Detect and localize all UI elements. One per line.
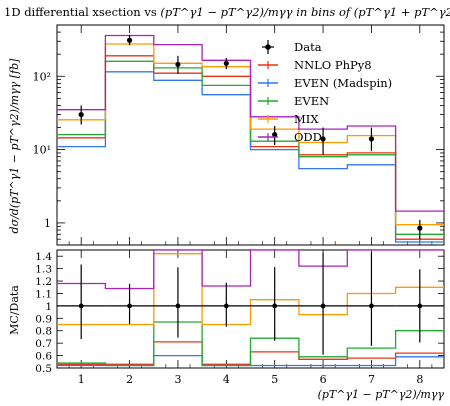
ratio-y-axis-label: MC/Data xyxy=(8,285,21,335)
legend-item: MIX xyxy=(258,112,319,126)
data-point xyxy=(368,136,375,142)
x-axis-label: (pT^γ1 − pT^γ2)/mγγ xyxy=(318,388,445,401)
legend: Data NNLO PhPy8 EVEN (Madspin) EVEN MIX ODD xyxy=(258,40,392,144)
ratio-y-tick-label: 1 xyxy=(45,301,52,313)
x-tick-label: 7 xyxy=(368,373,375,386)
x-tick-label: 5 xyxy=(271,373,278,386)
data-point xyxy=(417,225,423,231)
ratio-series-group xyxy=(57,250,444,367)
legend-label: MIX xyxy=(294,112,319,126)
legend-label: EVEN xyxy=(294,94,329,108)
legend-item: EVEN xyxy=(258,94,329,108)
legend-marker-data-dot xyxy=(265,44,271,50)
ratio-y-tick-label: 1.4 xyxy=(35,251,52,263)
legend-item: ODD xyxy=(258,130,322,144)
ratio-y-tick-label: 1.2 xyxy=(35,276,52,288)
title-text: 1D differential xsection vs xyxy=(4,5,160,19)
ratio-y-tick-label: 1.3 xyxy=(35,264,52,276)
ratio-y-tick-label: 0.5 xyxy=(35,363,52,375)
chart-title: 1D differential xsection vs (pT^γ1 − pT^… xyxy=(4,5,450,19)
ratio-y-tick-label: 0.6 xyxy=(35,351,52,363)
y-tick-label: 10¹ xyxy=(33,144,51,157)
legend-label-data: Data xyxy=(294,40,322,54)
x-tick-label: 4 xyxy=(223,373,230,386)
data-point xyxy=(320,136,326,142)
legend-item: NNLO PhPy8 xyxy=(258,58,372,72)
x-tick-label: 6 xyxy=(320,373,327,386)
legend-item-data: Data xyxy=(262,40,322,54)
legend-label: EVEN (Madspin) xyxy=(294,76,392,90)
data-point xyxy=(126,37,133,43)
x-tick-label: 1 xyxy=(78,373,85,386)
legend-item: EVEN (Madspin) xyxy=(258,76,392,90)
main-panel: 1 10¹ 10² xyxy=(33,24,445,246)
ratio-line-even xyxy=(57,321,444,367)
data-point xyxy=(78,112,84,118)
data-point xyxy=(272,132,278,138)
x-tick-label: 3 xyxy=(174,373,181,386)
legend-label: NNLO PhPy8 xyxy=(294,58,372,72)
ratio-y-tick-label: 0.9 xyxy=(35,313,52,325)
ratio-y-tick-label: 0.7 xyxy=(35,338,52,350)
ratio-line-odd xyxy=(57,250,444,290)
data-point xyxy=(223,60,229,66)
main-series-group xyxy=(57,34,444,243)
legend-label: ODD xyxy=(294,130,322,144)
ratio-y-tick-label: 1.1 xyxy=(35,288,52,300)
y-tick-label: 1 xyxy=(44,217,51,230)
data-point xyxy=(175,61,181,68)
title-formula: (pT^γ1 − pT^γ2)/mγγ in bins of (pT^γ1 + … xyxy=(160,5,450,19)
x-tick-label: 2 xyxy=(126,373,133,386)
y-axis-label: dσ/d(pT^γ1 − pT^γ2)/mγγ [fb] xyxy=(8,58,21,234)
y-tick-label: 10² xyxy=(33,70,51,83)
x-tick-label: 8 xyxy=(416,373,423,386)
ratio-y-tick-label: 0.8 xyxy=(35,326,52,338)
ratio-panel: 1 2 3 4 5 6 7 80.50.60.70.80.911.11.21.31.4 xyxy=(35,249,445,386)
ratio-line-mix xyxy=(57,253,444,326)
